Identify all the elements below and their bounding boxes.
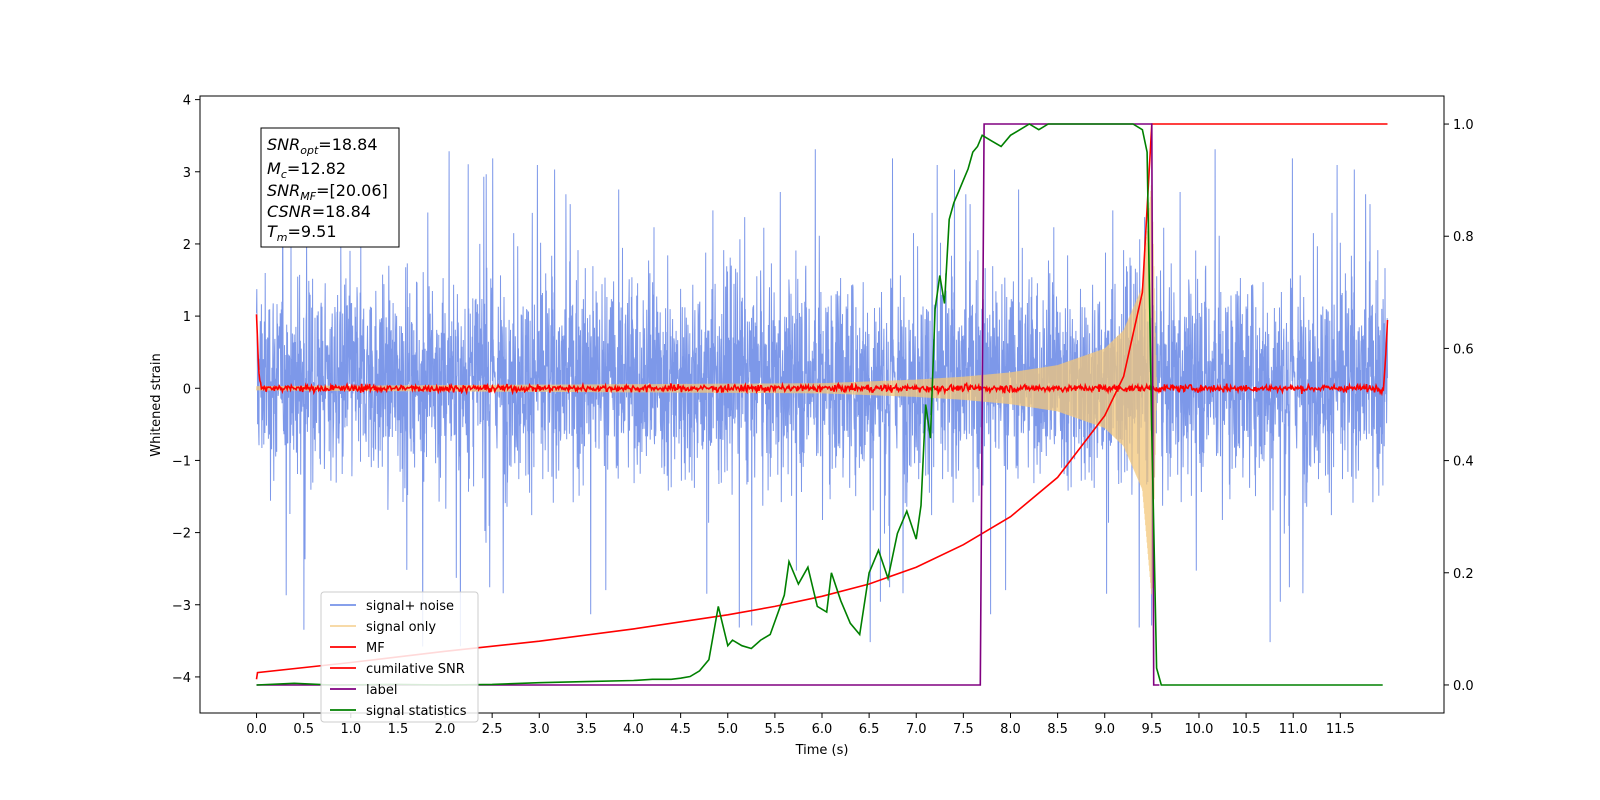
y2-tick-label: 0.8: [1453, 230, 1474, 245]
x-tick-label: 6.5: [859, 722, 880, 737]
series-signal-only: [256, 179, 1158, 595]
y2-tick-label: 1.0: [1453, 118, 1474, 133]
x-tick-label: 11.0: [1279, 722, 1308, 737]
y-tick-label: −3: [172, 599, 191, 614]
y-tick-label: 4: [183, 94, 191, 109]
y-tick-label: −2: [172, 527, 191, 542]
stats-mc: Mc=12.82: [267, 159, 346, 181]
x-tick-label: 9.0: [1094, 722, 1115, 737]
x-tick-label: 1.0: [340, 722, 361, 737]
y2-axis-ticks: 1.0 0.8 0.6 0.4 0.2 0.0: [1444, 118, 1474, 694]
stats-csnr: CSNR=18.84: [267, 202, 371, 221]
y2-tick-label: 0.6: [1453, 342, 1474, 357]
x-tick-label: 8.0: [1000, 722, 1021, 737]
stats-snr-mf: SNRMF=[20.06]: [267, 181, 388, 203]
x-tick-label: 0.0: [246, 722, 267, 737]
x-tick-label: 2.5: [482, 722, 503, 737]
y2-tick-label: 0.4: [1453, 455, 1474, 470]
series-mf: [255, 314, 1389, 397]
stats-box: SNRopt=18.84 Mc=12.82 SNRMF=[20.06] CSNR…: [260, 127, 400, 248]
legend-frame: [320, 591, 479, 723]
y-tick-label: 1: [183, 310, 191, 325]
legend-label-mf: MF: [366, 641, 385, 656]
x-tick-label: 8.5: [1047, 722, 1068, 737]
y-tick-label: −1: [172, 454, 191, 469]
y-axis-ticks: 4 3 2 1 0 −1 −2 −3 −4: [172, 94, 200, 686]
y2-tick-label: 0.0: [1453, 679, 1474, 694]
x-tick-label: 5.0: [717, 722, 738, 737]
x-axis-title: Time (s): [795, 743, 849, 758]
x-tick-label: 7.0: [906, 722, 927, 737]
x-tick-label: 6.0: [812, 722, 833, 737]
signal-only-line: [256, 179, 1158, 595]
series-signal-statistics: [256, 123, 1383, 686]
y-tick-label: 3: [183, 166, 191, 181]
y-axis-title: Whitened strain: [149, 353, 164, 456]
y2-tick-label: 0.2: [1453, 567, 1474, 582]
mf-line: [255, 314, 1389, 397]
y-tick-label: −4: [172, 671, 191, 686]
legend-label-signal-statistics: signal statistics: [366, 704, 467, 719]
legend-label-cumilative-snr: cumilative SNR: [366, 662, 465, 677]
x-axis-ticks: 0.0 0.5 1.0 1.5 2.0 2.5 3.0 3.5 4.0 4.5 5.0 5.5 6.0 6…: [246, 713, 1355, 737]
y-tick-label: 2: [183, 238, 191, 253]
x-tick-label: 3.5: [576, 722, 597, 737]
x-tick-label: 11.5: [1326, 722, 1355, 737]
y-tick-label: 0: [183, 382, 191, 397]
x-tick-label: 1.5: [388, 722, 409, 737]
x-tick-label: 0.5: [293, 722, 314, 737]
x-tick-label: 10.5: [1232, 722, 1261, 737]
legend: signal+ noise signal only MF cumilative SNR…: [320, 591, 479, 723]
legend-label-signal-noise: signal+ noise: [366, 599, 454, 614]
x-tick-label: 5.5: [765, 722, 786, 737]
legend-label-label: label: [366, 683, 397, 698]
signal-statistics-line: [256, 123, 1383, 686]
stats-tm: Tm=9.51: [267, 222, 337, 244]
x-tick-label: 4.5: [670, 722, 691, 737]
stats-box-frame: [260, 127, 400, 248]
stats-snr-opt: SNRopt=18.84: [267, 135, 378, 157]
legend-label-signal-only: signal only: [366, 620, 436, 635]
x-tick-label: 7.5: [953, 722, 974, 737]
x-tick-label: 10.0: [1184, 722, 1213, 737]
x-tick-label: 3.0: [529, 722, 550, 737]
x-tick-label: 2.0: [435, 722, 456, 737]
x-tick-label: 9.5: [1142, 722, 1163, 737]
x-tick-label: 4.0: [623, 722, 644, 737]
